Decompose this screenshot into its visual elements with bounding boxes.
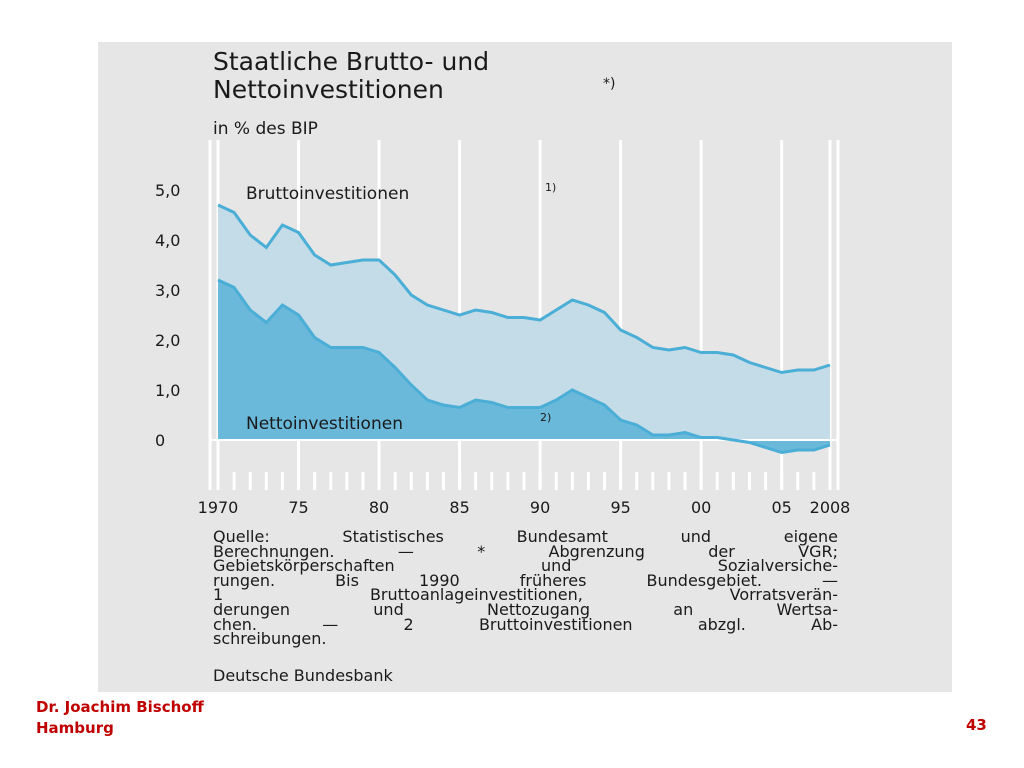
chart-title: Staatliche Brutto- und [213,47,489,76]
series-label: Nettoinvestitionen [246,414,403,434]
subtitle: in % des BIP [213,119,318,139]
x-tick-label: 05 [772,498,792,517]
note-line: schreibungen. [213,629,327,649]
plot: 1970 75 80 85 90 95 00 05 2008 0 1,0 2,0 3,0 4,0 5,0 [155,140,850,517]
title-note: *) [603,76,615,92]
y-tick-label: 2,0 [155,331,180,350]
note-line: rungen. Bis 1990 früheres Bundesgebiet. … [213,570,838,590]
x-tick-label: 00 [691,498,711,517]
x-tick-label: 90 [530,498,550,517]
note-line: Quelle: Statistisches Bundesamt und eige… [213,527,838,546]
place: Hamburg [36,719,114,737]
note-line: Berechnungen. — * Abgrenzung der VGR; [213,541,838,561]
line [217,203,831,375]
note-line: chen. — 2 Bruttoinvestitionen abzgl. Ab- [213,614,838,634]
note-line: Gebietskörperschaften und Sozialversiche… [213,556,838,576]
series-note: 2) [540,411,551,424]
note-line: 1 Bruttoanlageinvestitionen, Vorratsverä… [213,585,838,605]
y-tick-label: 1,0 [155,381,180,400]
x-tick-label: 75 [288,498,308,517]
x-tick-label: 1970 [198,498,239,517]
line [217,278,831,455]
chart-title: Nettoinvestitionen [213,75,444,104]
y-tick-label: 0 [155,431,165,450]
x-tick-label: 95 [610,498,630,517]
page-number: 43 [966,716,987,734]
notes: Quelle: Statistisches Bundesamt und eige… [213,527,838,649]
series-label: Bruttoinvestitionen [246,184,409,204]
source: Deutsche Bundesbank [213,666,393,685]
author: Dr. Joachim Bischoff [36,698,204,716]
y-tick-label: 5,0 [155,181,180,200]
x-tick-label: 85 [449,498,469,517]
x-tick-label: 2008 [810,498,851,517]
area [218,280,830,453]
series-note: 1) [545,181,556,194]
note-line: derungen und Nettozugang an Wertsa- [213,599,838,619]
y-tick-label: 4,0 [155,231,180,250]
y-tick-label: 3,0 [155,281,180,300]
x-tick-label: 80 [369,498,389,517]
